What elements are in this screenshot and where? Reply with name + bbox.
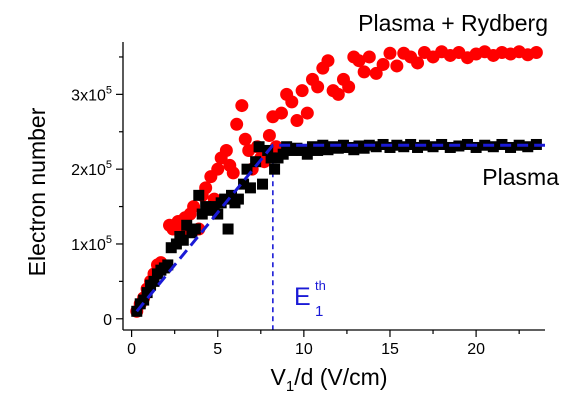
x-tick-label: 15 [381,341,399,358]
plasma-rydberg-point [383,46,397,60]
plasma-point [250,156,262,168]
annotation-plasma: Plasma [482,164,559,190]
plasma-point [196,208,208,220]
plasma-point [265,152,277,164]
x-tick-label: 10 [295,341,313,358]
plasma-rydberg-point [211,162,225,176]
plasma-rydberg-point [219,143,233,157]
plasma-point [238,178,250,190]
plasma-rydberg-point [357,65,371,79]
y-tick-label: 3x105 [71,84,112,104]
plasma-point [505,141,517,153]
x-tick-label: 5 [213,341,222,358]
plasma-rydberg-point [369,66,383,80]
axes [116,42,545,337]
plasma-point [181,219,193,231]
plasma-rydberg-point [311,80,325,94]
plasma-point [208,201,220,213]
plasma-rydberg-point [390,59,404,73]
series-layer [130,45,545,330]
plasma-rydberg-point [362,50,376,64]
threshold-label-sup: th [315,278,326,293]
plasma-point [444,141,456,153]
plasma-point [277,148,289,160]
y-axis-title: Electron number [24,107,50,276]
annotation-plasma-rydberg: Plasma + Rydberg [358,10,548,36]
plasma-point [370,141,382,153]
y-tick-label: 1x105 [71,234,112,254]
plasma-point [257,178,269,190]
plasma-rydberg-point [290,114,304,128]
plasma-rydberg-point [262,129,276,143]
plasma-point [269,163,281,175]
plasma-point [232,193,244,205]
plasma-rydberg-point [411,56,425,70]
threshold-label-main: E [294,283,311,311]
plasma-point [219,193,231,205]
plasma-point [141,287,153,299]
fit-line [135,143,545,313]
plasma-rydberg-point [295,84,309,98]
plasma-point [189,223,201,235]
y-tick-label: 0 [103,312,112,329]
plasma-point [170,238,182,250]
plasma-rydberg-point [226,166,240,180]
plasma-point [193,189,205,201]
plasma-rydberg-point [238,132,252,146]
plasma-rydberg-point [529,45,543,59]
plasma-rydberg-point [285,95,299,109]
plasma-point [301,148,313,160]
plasma-point [148,275,160,287]
plasma-rydberg-point [342,80,356,94]
y-tick-label: 2x105 [71,159,112,179]
plasma-rydberg-point [274,106,288,120]
plasma-rydberg-point [230,117,244,131]
labels: 0 5 10 15 20 0 1x105 2x105 3x105 V1/d (V/cm) Elect… [24,10,559,394]
plasma-point [470,141,482,153]
plasma-rydberg-point [331,87,345,101]
x-axis-title: V1/d (V/cm) [271,364,388,394]
plasma-point [241,163,253,175]
plasma-point [177,234,189,246]
plasma-point [384,141,396,153]
plasma-rydberg-point [300,106,314,120]
plasma-point [391,139,403,151]
plasma-rydberg-point [376,57,390,71]
plasma-point [226,189,238,201]
x-tick-label: 0 [127,341,136,358]
plasma-rydberg-point [235,99,249,113]
x-tick-label: 20 [467,341,485,358]
plasma-rydberg-point [321,54,335,68]
plasma-point [138,294,150,306]
plasma-point [244,182,256,194]
plasma-point [253,141,265,153]
plasma-point [162,259,174,271]
plasma-rydberg-point [352,54,366,68]
plasma-point [412,141,424,153]
plasma-point [222,223,234,235]
threshold-label-sub: 1 [315,303,323,320]
plasma-point [405,138,417,150]
